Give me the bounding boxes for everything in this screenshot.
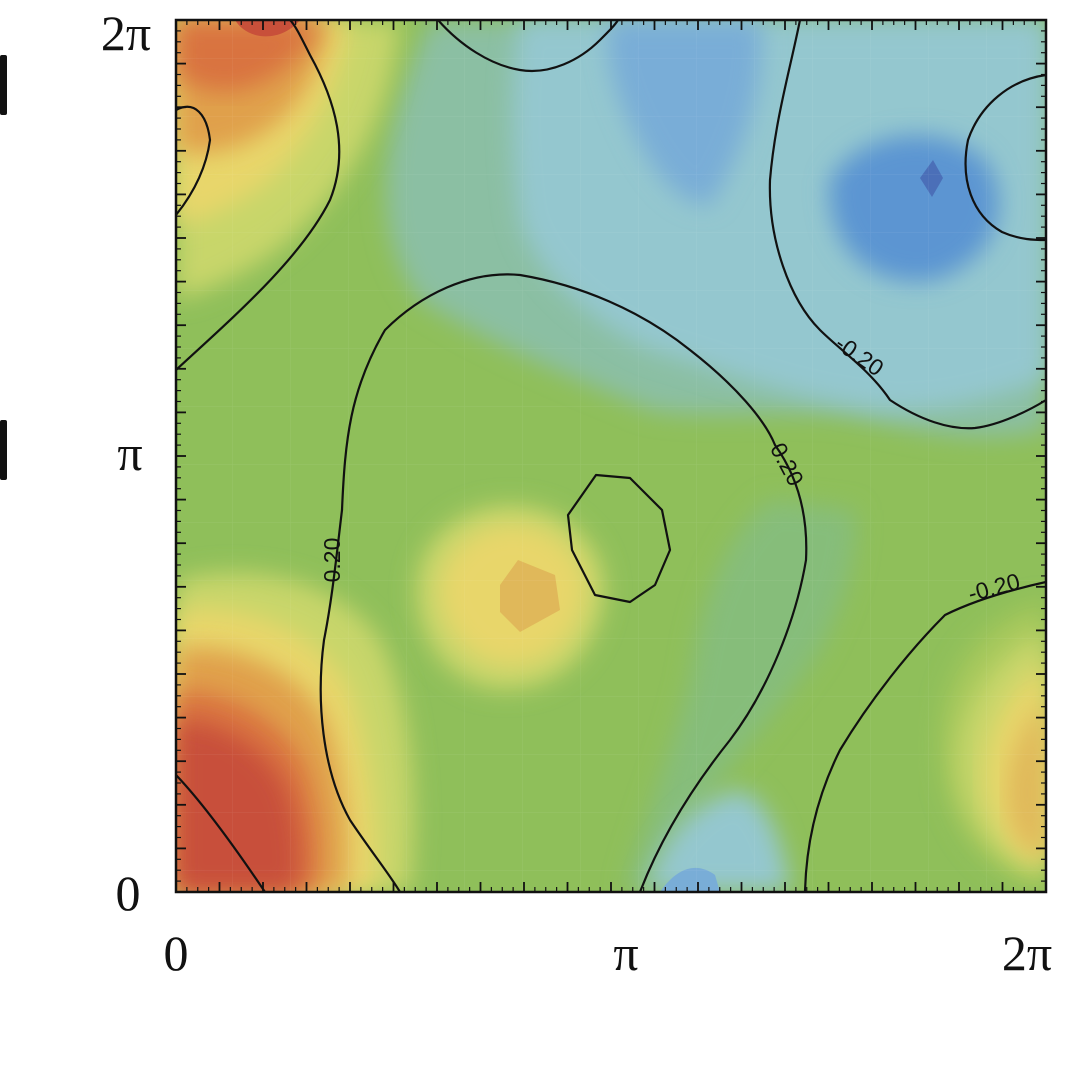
x-tick-label: 0	[164, 925, 189, 981]
axis-tick-labels: 0 π 2π 0 π 2π	[101, 5, 1052, 981]
contour-label: 0.20	[319, 538, 345, 583]
contour-line	[964, 73, 1046, 242]
x-tick-label: 2π	[1002, 925, 1052, 981]
contour-line	[566, 473, 672, 604]
contour-line	[176, 20, 341, 372]
contour-line	[340, 273, 808, 892]
y-tick-label: 0	[116, 865, 141, 921]
contour-line	[803, 580, 1046, 892]
x-tick-label: π	[613, 925, 638, 981]
contour-line	[319, 508, 402, 892]
contour-line	[436, 20, 620, 73]
background-grid	[176, 20, 1046, 892]
cropped-edge-mark	[0, 55, 7, 115]
contour-lines	[176, 20, 1046, 892]
axis-ticks	[175, 19, 1047, 893]
y-tick-label: π	[117, 425, 142, 481]
contour-line	[768, 20, 1046, 430]
heatmap-field	[176, 20, 1046, 892]
contour-line	[176, 105, 212, 217]
cropped-edge-mark	[0, 420, 7, 480]
y-tick-label: 2π	[101, 5, 151, 61]
contour-line	[176, 773, 267, 892]
